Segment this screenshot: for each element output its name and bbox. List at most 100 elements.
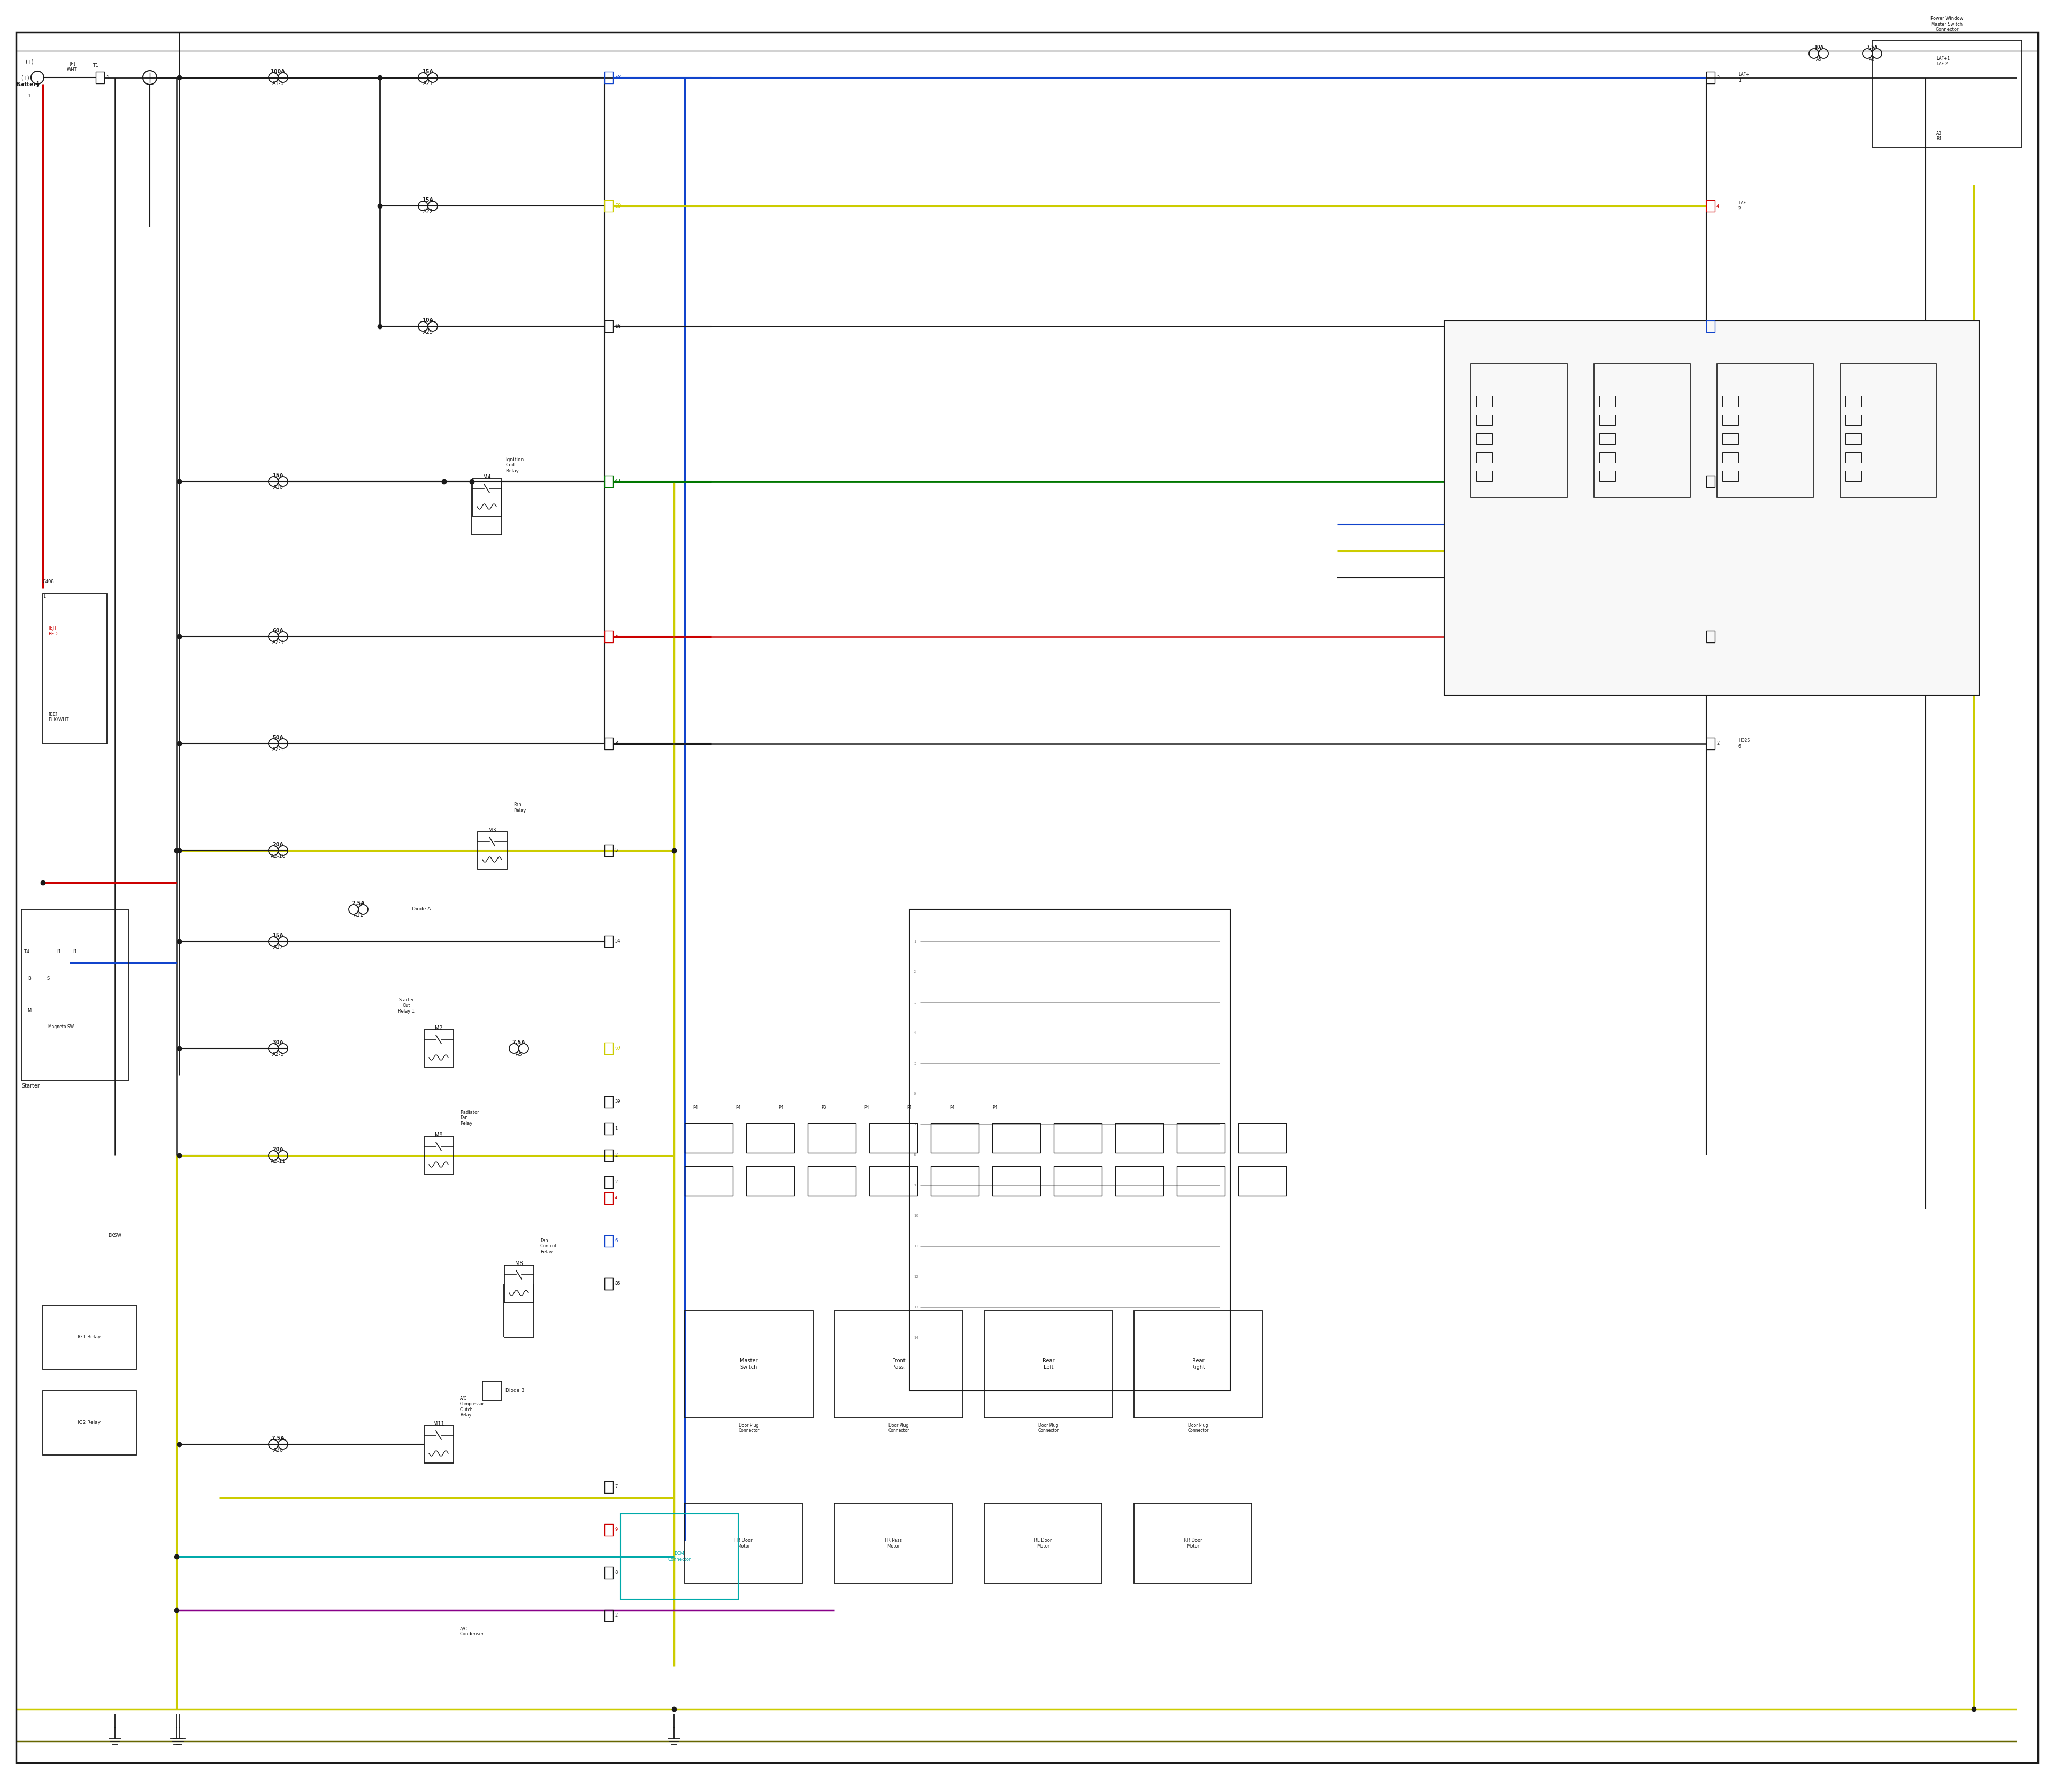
Bar: [1115, 1124, 1163, 1152]
Text: 20A: 20A: [273, 1147, 283, 1152]
Bar: [604, 844, 612, 857]
Bar: [1723, 396, 1738, 407]
Text: [EE]
BLK/WHT: [EE] BLK/WHT: [47, 711, 68, 722]
Text: P4: P4: [949, 1106, 955, 1109]
Text: Master
Switch: Master Switch: [739, 1358, 758, 1369]
Text: Door Plug
Connector: Door Plug Connector: [1187, 1423, 1208, 1434]
Bar: [1600, 414, 1614, 425]
Text: Door Plug
Connector: Door Plug Connector: [887, 1423, 910, 1434]
Text: A/C
Condenser: A/C Condenser: [460, 1625, 485, 1636]
Text: A16: A16: [273, 484, 283, 489]
Text: Starter: Starter: [21, 1082, 39, 1088]
Text: Starter
Cut
Relay 1: Starter Cut Relay 1: [398, 998, 415, 1014]
Bar: [910, 909, 1230, 1391]
Text: 3: 3: [614, 1281, 618, 1287]
Bar: [1707, 475, 1715, 487]
Text: [E]: [E]: [70, 61, 76, 66]
Bar: [97, 72, 105, 84]
Text: Diode B: Diode B: [505, 1389, 524, 1392]
Text: 69: 69: [614, 1047, 620, 1050]
Text: 2: 2: [614, 1152, 618, 1158]
Bar: [684, 1167, 733, 1195]
Bar: [1723, 471, 1738, 482]
Text: RR: RR: [1884, 428, 1892, 434]
Text: M9: M9: [435, 1133, 442, 1138]
Text: Battery: Battery: [16, 82, 39, 88]
Text: 7: 7: [1717, 634, 1719, 640]
Text: P4: P4: [735, 1106, 741, 1109]
Text: 6: 6: [1717, 324, 1719, 328]
Text: M3: M3: [489, 828, 495, 833]
Bar: [604, 1482, 612, 1493]
Bar: [1134, 1310, 1263, 1417]
Bar: [1707, 72, 1715, 84]
Text: 4: 4: [1717, 204, 1719, 208]
Text: A2-5: A2-5: [271, 1052, 283, 1057]
Text: HO2S
6: HO2S 6: [1738, 738, 1750, 749]
Text: Ignition
Coil
Relay: Ignition Coil Relay: [505, 457, 524, 473]
Bar: [1844, 434, 1861, 444]
Bar: [483, 1382, 501, 1400]
Text: 1: 1: [914, 939, 916, 943]
Bar: [604, 1278, 612, 1290]
Bar: [1600, 434, 1614, 444]
Text: 13: 13: [914, 1306, 918, 1308]
Bar: [1707, 631, 1715, 643]
Bar: [1594, 364, 1690, 498]
Text: I1: I1: [58, 950, 62, 955]
Bar: [620, 1514, 737, 1600]
Bar: [746, 1124, 795, 1152]
Bar: [1707, 738, 1715, 749]
Text: Power Window
Master Switch
Connector: Power Window Master Switch Connector: [1931, 16, 1964, 32]
Text: DR: DR: [1516, 428, 1522, 434]
Text: A5: A5: [1816, 57, 1822, 63]
Text: RL Door
Motor: RL Door Motor: [1033, 1538, 1052, 1548]
Text: 10A: 10A: [1814, 45, 1824, 50]
Bar: [1707, 321, 1715, 332]
Text: P4: P4: [778, 1106, 783, 1109]
Bar: [834, 1310, 963, 1417]
Bar: [1871, 39, 2021, 147]
Text: 7: 7: [614, 1486, 618, 1489]
Text: P4: P4: [865, 1106, 869, 1109]
Text: Radiator
Fan
Relay: Radiator Fan Relay: [460, 1109, 479, 1125]
Text: 10: 10: [914, 1215, 918, 1217]
Text: 85: 85: [614, 1281, 620, 1287]
Bar: [746, 1167, 795, 1195]
Text: LAF+
1: LAF+ 1: [1738, 72, 1750, 82]
Text: 1: 1: [107, 75, 109, 81]
Text: 15A: 15A: [423, 197, 433, 202]
Text: 60A: 60A: [273, 627, 283, 633]
Text: Power Window Master Switch: Power Window Master Switch: [1662, 337, 1760, 342]
Bar: [1840, 364, 1937, 498]
Bar: [1477, 396, 1493, 407]
Bar: [604, 201, 612, 211]
Text: A22: A22: [423, 210, 433, 215]
Text: 30A: 30A: [273, 1039, 283, 1045]
Bar: [604, 1176, 612, 1188]
Text: T4: T4: [25, 950, 29, 955]
Text: 9: 9: [914, 1185, 916, 1186]
Text: M11: M11: [433, 1421, 444, 1426]
Text: A11: A11: [353, 912, 364, 918]
Text: M4: M4: [483, 475, 491, 480]
Text: Rear
Right: Rear Right: [1191, 1358, 1206, 1369]
Text: RL: RL: [1762, 428, 1768, 434]
Text: 1: 1: [614, 1127, 618, 1131]
Text: P4: P4: [906, 1106, 912, 1109]
Text: A5: A5: [516, 1052, 522, 1057]
Bar: [1471, 364, 1567, 498]
Bar: [1239, 1124, 1286, 1152]
Text: RR Door
Motor: RR Door Motor: [1183, 1538, 1202, 1548]
Bar: [604, 1566, 612, 1579]
Text: 15A: 15A: [273, 934, 283, 939]
Bar: [834, 1503, 953, 1584]
Bar: [684, 1503, 803, 1584]
Text: A2-10: A2-10: [271, 853, 286, 858]
Bar: [1477, 434, 1493, 444]
Bar: [807, 1167, 857, 1195]
Bar: [604, 1043, 612, 1054]
Bar: [1477, 452, 1493, 462]
Text: (+): (+): [21, 75, 29, 81]
Text: 3: 3: [1717, 478, 1719, 484]
